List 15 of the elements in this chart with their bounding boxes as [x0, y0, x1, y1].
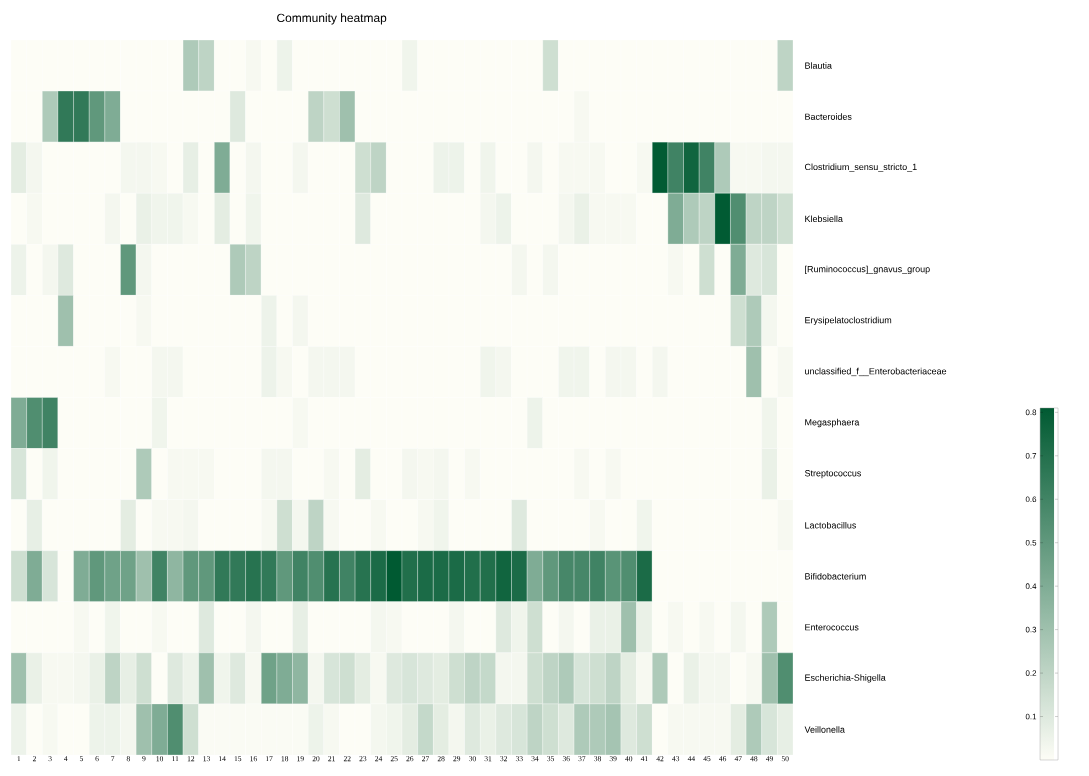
- y-tick-label: Streptococcus: [804, 470, 862, 479]
- y-tick-label: [Ruminococcus]_gnavus_group: [805, 265, 930, 274]
- y-tick-label: Enterococcus: [805, 624, 859, 631]
- y-tick-label: Escherichia-Shigella: [805, 674, 886, 683]
- y-tick-label: Bifidobacterium: [805, 572, 866, 580]
- y-tick-label: Megasphaera: [805, 418, 860, 428]
- y-tick-label: Veillonella: [804, 726, 845, 733]
- y-tick-label: Lactobacillus: [805, 521, 857, 529]
- y-tick-label: Clostridium_sensu_stricto_1: [804, 163, 917, 172]
- y-tick-label: unclassified_f__Enterobacteriaceae: [805, 367, 947, 377]
- chart-title: Community heatmap: [277, 13, 387, 25]
- y-tick-label: Erysipelatoclostridium: [805, 316, 892, 326]
- y-tick-label: Bacteroides: [805, 113, 852, 120]
- y-tick-label: Blautia: [805, 62, 832, 69]
- y-tick-label: Klebsiella: [805, 215, 843, 223]
